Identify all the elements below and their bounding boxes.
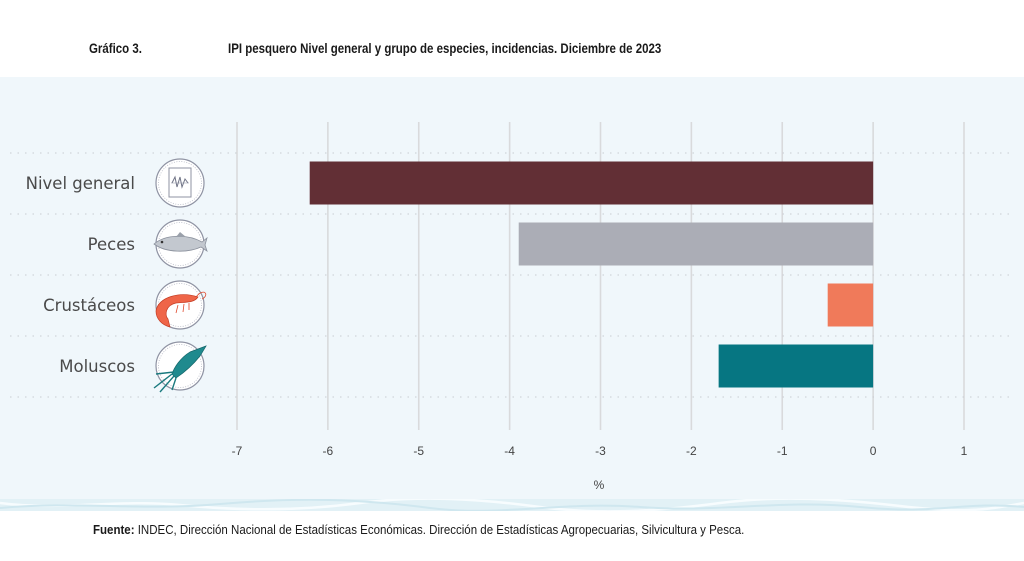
- category-label: Crustáceos: [43, 296, 135, 315]
- bar-moluscos: [718, 344, 874, 388]
- category-label: Moluscos: [59, 357, 135, 376]
- x-tick-label: -6: [323, 444, 334, 458]
- shrimp-body: [155, 294, 199, 328]
- figure-number: Gráfico 3.: [89, 40, 142, 56]
- shrimp-legs: [175, 291, 207, 314]
- wave-line: [171, 175, 189, 189]
- category-label: Nivel general: [26, 174, 135, 193]
- source-note: Fuente: INDEC, Dirección Nacional de Est…: [93, 523, 744, 537]
- x-tick-label: -5: [413, 444, 424, 458]
- chart-document-icon: [155, 158, 205, 208]
- icon-ring: [155, 280, 205, 330]
- fish-eye: [160, 240, 164, 244]
- squid-tentacles: [153, 371, 177, 393]
- squid-icon: [153, 341, 207, 393]
- x-tick-label: 1: [961, 444, 968, 458]
- bars: [309, 161, 874, 388]
- chart-header: Gráfico 3. IPI pesquero Nivel general y …: [0, 40, 1024, 60]
- fish-fin: [176, 232, 186, 237]
- icon-ring-inner: [158, 344, 202, 388]
- shrimp-icon: [155, 280, 207, 330]
- x-tick-label: -3: [595, 444, 606, 458]
- x-tick-label: -1: [777, 444, 788, 458]
- x-tick-label: -2: [686, 444, 697, 458]
- chart-title: IPI pesquero Nivel general y grupo de es…: [228, 40, 662, 56]
- document-shape: [168, 167, 192, 198]
- source-label: Fuente:: [93, 523, 135, 537]
- y-axis-categories: Nivel general Peces Crustáceos Moluscos: [26, 158, 208, 393]
- x-axis-ticks: -7 -6 -5 -4 -3 -2 -1 0 1: [232, 444, 968, 458]
- wave-decoration: [0, 499, 1024, 511]
- x-axis-label: %: [594, 478, 605, 492]
- bar-peces: [518, 222, 874, 266]
- fish-body: [153, 235, 208, 252]
- icon-ring-inner: [158, 283, 202, 327]
- bar-crustaceos: [827, 283, 874, 327]
- bar-nivel-general: [309, 161, 874, 205]
- x-tick-label: -7: [232, 444, 243, 458]
- icon-ring-inner: [158, 161, 202, 205]
- fish-icon: [153, 219, 208, 269]
- source-text: INDEC, Dirección Nacional de Estadística…: [134, 523, 745, 537]
- category-label: Peces: [88, 235, 135, 254]
- x-tick-label: 0: [870, 444, 877, 458]
- x-tick-label: -4: [504, 444, 515, 458]
